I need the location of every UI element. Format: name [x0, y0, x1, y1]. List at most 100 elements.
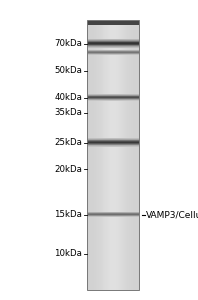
Bar — [87, 215, 139, 216]
Bar — [111, 20, 112, 290]
Bar — [87, 53, 139, 54]
Bar — [87, 138, 139, 139]
Bar — [116, 20, 117, 290]
Bar — [87, 54, 139, 55]
Bar — [87, 140, 139, 141]
Bar — [94, 20, 95, 290]
Bar — [90, 20, 91, 290]
Bar — [87, 52, 139, 53]
Bar — [114, 20, 115, 290]
Text: 70kDa: 70kDa — [54, 39, 82, 48]
Bar — [87, 42, 139, 43]
Bar — [87, 21, 139, 25]
Bar — [87, 20, 139, 290]
Bar — [87, 20, 88, 290]
Bar — [87, 213, 139, 214]
Bar — [87, 216, 139, 217]
Bar — [87, 39, 139, 40]
Bar — [87, 99, 139, 100]
Bar — [87, 142, 139, 143]
Bar — [87, 212, 139, 213]
Bar — [132, 20, 133, 290]
Bar — [121, 20, 122, 290]
Bar — [87, 216, 139, 217]
Bar — [87, 216, 139, 217]
Bar — [113, 20, 114, 290]
Bar — [87, 215, 139, 216]
Bar — [96, 20, 97, 290]
Bar — [87, 138, 139, 139]
Bar — [87, 46, 139, 47]
Text: Mouse liver: Mouse liver — [112, 0, 160, 2]
Bar — [87, 39, 139, 40]
Text: 35kDa: 35kDa — [54, 108, 82, 117]
Bar — [87, 140, 139, 141]
Bar — [107, 20, 108, 290]
Bar — [87, 96, 139, 97]
Bar — [87, 47, 139, 48]
Bar — [87, 146, 139, 147]
Bar — [87, 95, 139, 96]
Bar — [87, 41, 139, 42]
Bar — [137, 20, 138, 290]
Bar — [87, 139, 139, 140]
Bar — [128, 20, 129, 290]
Text: 15kDa: 15kDa — [54, 210, 82, 219]
Bar — [87, 146, 139, 147]
Bar — [134, 20, 135, 290]
Bar — [87, 96, 139, 97]
Bar — [87, 47, 139, 48]
Bar — [87, 40, 139, 41]
Bar — [87, 144, 139, 145]
Bar — [87, 139, 139, 140]
Bar — [117, 20, 118, 290]
Bar — [120, 20, 121, 290]
Bar — [87, 54, 139, 55]
Bar — [87, 97, 139, 98]
Bar — [118, 20, 119, 290]
Bar — [87, 53, 139, 54]
Bar — [92, 20, 93, 290]
Bar — [87, 97, 139, 98]
Bar — [138, 20, 139, 290]
Bar — [97, 20, 98, 290]
Bar — [98, 20, 99, 290]
Bar — [87, 95, 139, 96]
Bar — [87, 143, 139, 144]
Bar — [87, 99, 139, 100]
Bar — [87, 100, 139, 101]
Bar — [95, 20, 96, 290]
Bar — [87, 50, 139, 51]
Bar — [87, 214, 139, 215]
Bar — [87, 213, 139, 214]
Bar — [87, 214, 139, 215]
Bar — [102, 20, 103, 290]
Bar — [87, 42, 139, 43]
Text: 20kDa: 20kDa — [54, 165, 82, 174]
Bar — [91, 20, 92, 290]
Bar — [100, 20, 101, 290]
Bar — [87, 142, 139, 143]
Bar — [119, 20, 120, 290]
Bar — [89, 20, 90, 290]
Bar — [101, 20, 102, 290]
Bar — [87, 213, 139, 214]
Bar — [87, 51, 139, 52]
Bar — [127, 20, 128, 290]
Bar — [87, 95, 139, 96]
Bar — [87, 54, 139, 55]
Bar — [87, 145, 139, 146]
Bar — [104, 20, 105, 290]
Bar — [136, 20, 137, 290]
Bar — [87, 45, 139, 46]
Bar — [129, 20, 130, 290]
Bar — [87, 215, 139, 216]
Text: 10kDa: 10kDa — [54, 249, 82, 258]
Bar — [87, 143, 139, 144]
Bar — [133, 20, 134, 290]
Text: VAMP3/Cellubrevin: VAMP3/Cellubrevin — [146, 210, 198, 219]
Bar — [87, 46, 139, 47]
Bar — [87, 98, 139, 99]
Bar — [87, 51, 139, 52]
Bar — [123, 20, 124, 290]
